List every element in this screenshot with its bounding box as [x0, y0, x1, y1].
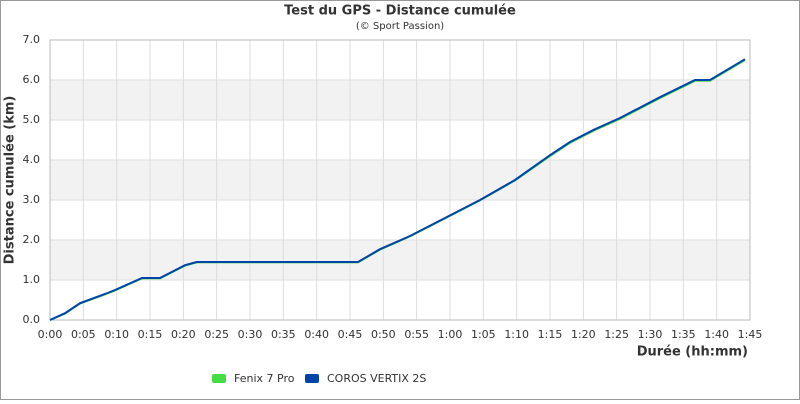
legend-label: COROS VERTIX 2S: [327, 372, 426, 385]
x-tick-label: 0:20: [171, 328, 196, 341]
y-tick-label: 2.0: [23, 233, 41, 246]
x-tick-label: 0:05: [71, 328, 96, 341]
x-tick-label: 0:35: [271, 328, 296, 341]
chart-title: Test du GPS - Distance cumulée: [284, 4, 516, 19]
data-line: [49, 58, 746, 321]
y-tick-label: 0.0: [23, 313, 41, 326]
x-tick-label: 1:05: [471, 328, 496, 341]
x-tick-label: 0:00: [38, 328, 63, 341]
grid-band: [50, 160, 750, 200]
y-tick-label: 4.0: [23, 153, 41, 166]
x-tick-label: 0:25: [204, 328, 229, 341]
y-tick-label: 7.0: [23, 33, 41, 46]
x-axis-label: Durée (hh:mm): [637, 345, 748, 360]
x-tick-label: 1:40: [704, 328, 729, 341]
x-tick-label: 1:45: [738, 328, 763, 341]
y-tick-label: 5.0: [23, 113, 41, 126]
x-tick-label: 0:55: [404, 328, 429, 341]
grid-band: [50, 80, 750, 120]
grid-band: [50, 240, 750, 280]
x-tick-label: 1:35: [671, 328, 696, 341]
y-tick-label: 1.0: [23, 273, 41, 286]
x-tick-label: 0:50: [371, 328, 396, 341]
x-tick-label: 1:20: [571, 328, 596, 341]
plot-border: [49, 39, 751, 321]
y-axis-label: Distance cumulée (km): [3, 96, 18, 265]
legend-swatch: [212, 374, 226, 383]
x-tick-label: 1:25: [604, 328, 629, 341]
x-tick-label: 1:30: [638, 328, 663, 341]
legend-swatch: [305, 374, 319, 383]
y-tick-label: 6.0: [23, 73, 41, 86]
x-tick-label: 0:10: [104, 328, 129, 341]
x-tick-label: 1:15: [538, 328, 563, 341]
x-tick-label: 1:10: [504, 328, 529, 341]
x-tick-label: 0:30: [238, 328, 263, 341]
x-tick-label: 1:00: [438, 328, 463, 341]
legend-label: Fenix 7 Pro: [234, 372, 295, 385]
y-tick-label: 3.0: [23, 193, 41, 206]
chart-subtitle: (© Sport Passion): [356, 21, 444, 32]
x-tick-label: 0:15: [138, 328, 163, 341]
x-tick-label: 0:45: [338, 328, 363, 341]
x-tick-label: 0:40: [304, 328, 329, 341]
